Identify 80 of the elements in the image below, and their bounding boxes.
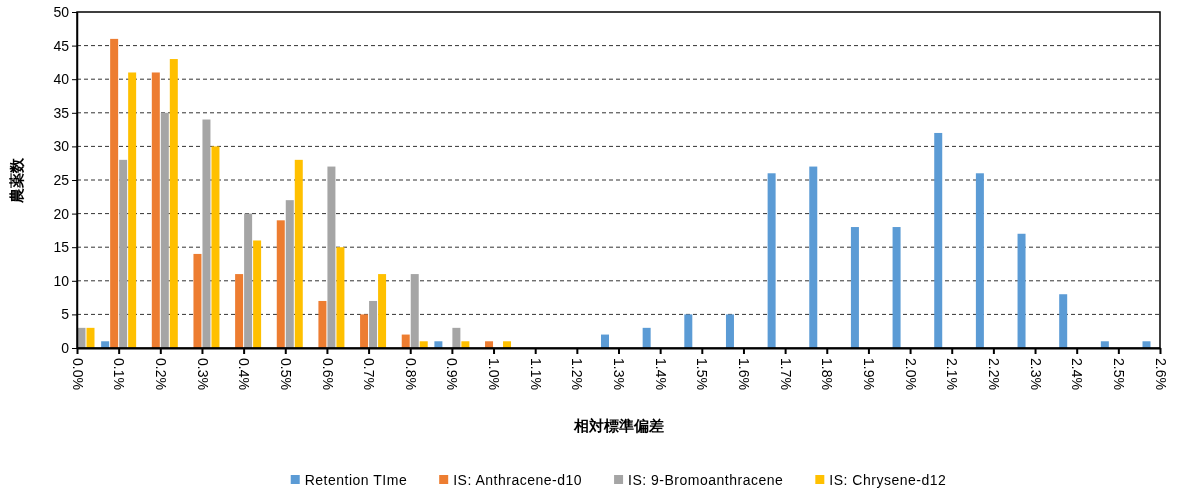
x-tick-label: 2.2% — [985, 358, 1002, 390]
bar — [725, 314, 734, 348]
x-tick-label: 0.8% — [402, 358, 419, 390]
bar — [119, 159, 128, 348]
bar — [169, 59, 178, 348]
bar — [850, 227, 859, 348]
y-tick-label: 25 — [53, 171, 70, 188]
x-tick-label: 1.0% — [486, 358, 503, 390]
x-tick-label: 1.2% — [569, 358, 586, 390]
bar — [1059, 294, 1068, 348]
bar — [110, 38, 119, 348]
y-tick-label: 15 — [53, 239, 70, 256]
x-tick-label: 0.6% — [319, 358, 336, 390]
y-tick-label: 35 — [53, 104, 70, 121]
bar — [193, 253, 202, 348]
legend-label: IS: Anthracene-d10 — [453, 471, 583, 488]
bar — [128, 72, 137, 348]
bar — [767, 173, 776, 348]
x-tick-label: 1.1% — [527, 358, 544, 390]
x-tick-label: 0.5% — [277, 358, 294, 390]
bar — [369, 300, 378, 348]
bar — [975, 173, 984, 348]
y-tick-label: 0 — [61, 339, 70, 356]
x-tick-label: 0.7% — [361, 358, 378, 390]
bar — [809, 166, 818, 348]
x-tick-label: 2.0% — [902, 358, 919, 390]
bar — [294, 159, 303, 348]
bar — [336, 247, 345, 348]
bar — [934, 132, 943, 348]
y-axis-title: 農薬数 — [8, 156, 25, 204]
bar — [410, 274, 419, 348]
y-tick-label: 20 — [53, 205, 70, 222]
bar — [202, 119, 211, 348]
legend-label: IS: Chrysene-d12 — [829, 471, 947, 488]
x-tick-label: 1.4% — [652, 358, 669, 390]
bar — [235, 274, 244, 348]
x-tick-label: 0.3% — [194, 358, 211, 390]
x-tick-label: 0.1% — [111, 358, 128, 390]
bar — [684, 314, 693, 348]
x-tick-label: 0.9% — [444, 358, 461, 390]
x-tick-label: 1.6% — [736, 358, 753, 390]
bar — [642, 327, 651, 348]
x-tick-label: 1.7% — [777, 358, 794, 390]
y-tick-label: 5 — [61, 306, 70, 323]
y-tick-label: 50 — [53, 3, 70, 20]
bar — [160, 112, 169, 348]
bar — [253, 240, 262, 348]
bar — [285, 200, 294, 348]
x-tick-label: 2.3% — [1027, 358, 1044, 390]
bar — [452, 327, 461, 348]
bar — [86, 327, 95, 348]
bar — [318, 300, 327, 348]
bar — [1017, 233, 1026, 348]
x-tick-label: 0.0% — [69, 358, 86, 390]
bar — [276, 220, 285, 348]
legend-label: IS: 9-Bromoanthracene — [628, 471, 784, 488]
x-tick-label: 1.5% — [694, 358, 711, 390]
x-tick-label: 0.4% — [236, 358, 253, 390]
x-tick-label: 0.2% — [152, 358, 169, 390]
bar — [151, 72, 160, 348]
legend-label: Retention TIme — [304, 471, 408, 488]
bar — [211, 146, 220, 348]
y-tick-label: 30 — [53, 138, 70, 155]
bar — [378, 274, 387, 348]
bar — [244, 213, 253, 348]
x-tick-label: 1.3% — [611, 358, 628, 390]
x-tick-label: 2.6% — [1152, 358, 1169, 390]
x-axis-title: 相対標準偏差 — [572, 417, 664, 434]
bar — [360, 314, 369, 348]
bar — [327, 166, 336, 348]
y-tick-label: 40 — [53, 71, 70, 88]
y-tick-label: 45 — [53, 37, 70, 54]
y-tick-label: 10 — [53, 272, 70, 289]
bar — [892, 227, 901, 348]
bar — [77, 327, 86, 348]
x-tick-label: 2.5% — [1110, 358, 1127, 390]
x-tick-label: 2.1% — [944, 358, 961, 390]
x-tick-label: 1.8% — [819, 358, 836, 390]
x-tick-label: 2.4% — [1069, 358, 1086, 390]
x-tick-label: 1.9% — [861, 358, 878, 390]
